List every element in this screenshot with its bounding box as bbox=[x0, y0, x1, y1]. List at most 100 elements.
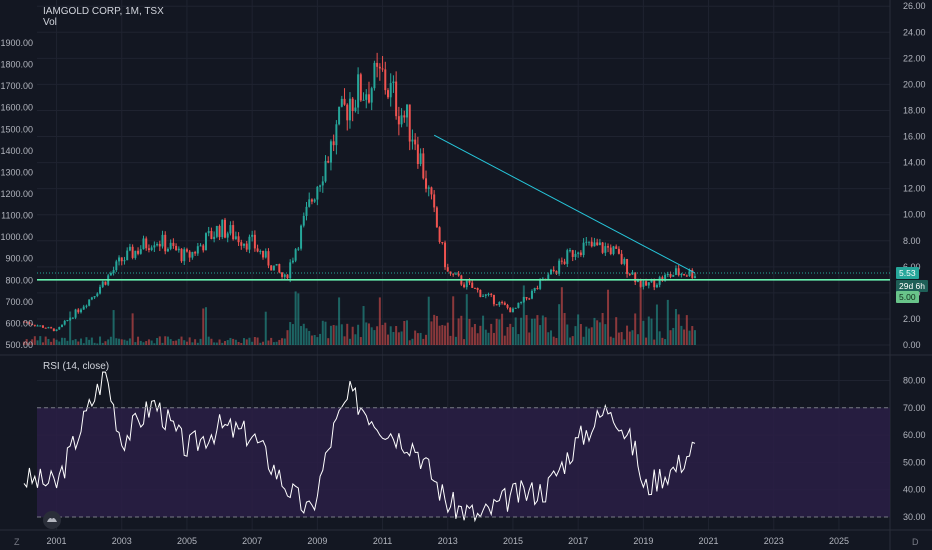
candle-body bbox=[517, 302, 520, 308]
candle-body bbox=[617, 248, 620, 254]
candle-body bbox=[457, 273, 460, 276]
volume-bar bbox=[232, 338, 235, 345]
volume-bar bbox=[85, 337, 88, 345]
volume-bar bbox=[286, 330, 289, 345]
volume-bar bbox=[666, 299, 669, 345]
volume-bar bbox=[365, 322, 368, 345]
candle-body bbox=[245, 243, 248, 250]
candle-body bbox=[213, 236, 216, 239]
volume-bar bbox=[31, 339, 34, 345]
volume-bar bbox=[373, 330, 376, 345]
volume-bar bbox=[560, 287, 563, 345]
candle-body bbox=[498, 302, 501, 306]
candle-body bbox=[449, 271, 452, 274]
volume-bar bbox=[221, 342, 224, 345]
volume-bar bbox=[321, 320, 324, 345]
volume-bar bbox=[579, 324, 582, 345]
candle-body bbox=[672, 274, 675, 277]
volume-bar bbox=[71, 340, 74, 345]
candle-body bbox=[674, 268, 677, 275]
zoom-settings-icon[interactable]: Z bbox=[14, 537, 20, 547]
candle-body bbox=[177, 248, 180, 251]
rsi-band-lines bbox=[37, 407, 890, 518]
tradingview-logo-icon[interactable] bbox=[43, 511, 61, 529]
left-tick-label: 1000.00 bbox=[0, 232, 33, 242]
symbol-legend[interactable]: IAMGOLD CORP, 1M, TSX bbox=[43, 6, 164, 17]
candle-body bbox=[370, 88, 373, 103]
candle-body bbox=[272, 265, 275, 271]
volume-bar bbox=[438, 325, 441, 345]
candle-body bbox=[310, 199, 313, 202]
candle-body bbox=[395, 81, 398, 117]
volume-bar bbox=[310, 335, 313, 345]
volume-bar bbox=[180, 336, 183, 345]
candle-body bbox=[126, 250, 129, 261]
left-tick-label: 800.00 bbox=[5, 275, 33, 285]
candle-body bbox=[378, 66, 381, 69]
volume-bar bbox=[492, 332, 495, 345]
volume-bar bbox=[153, 343, 156, 345]
left-tick-label: 1500.00 bbox=[0, 124, 33, 134]
volume-bars bbox=[22, 284, 696, 345]
candle-body bbox=[376, 62, 379, 67]
volume-bar bbox=[552, 336, 555, 345]
volume-bar bbox=[351, 326, 354, 345]
candle-body bbox=[669, 273, 672, 277]
time-axis[interactable]: 2001 2003 2005 2007 2009 2011 2013 2015 2017 2019… bbox=[47, 536, 849, 546]
volume-bar bbox=[384, 322, 387, 345]
volume-bar bbox=[471, 327, 474, 345]
candle-body bbox=[536, 288, 539, 290]
candle-body bbox=[302, 215, 305, 226]
candle-body bbox=[509, 307, 512, 313]
volume-bar bbox=[628, 331, 631, 345]
volume-bar bbox=[569, 337, 572, 345]
price-axis-right[interactable]: 26.00 24.00 22.00 20.00 18.00 16.00 14.00 12.00… bbox=[903, 1, 926, 350]
candle-body bbox=[191, 252, 194, 258]
volume-legend[interactable]: Vol bbox=[43, 17, 57, 28]
volume-bar bbox=[248, 337, 251, 345]
volume-bar bbox=[503, 335, 506, 345]
volume-bar bbox=[267, 340, 270, 345]
volume-bar bbox=[39, 336, 42, 345]
time-tick-label: 2019 bbox=[633, 536, 653, 546]
candle-body bbox=[196, 246, 199, 254]
volume-bar bbox=[329, 325, 332, 345]
candle-body bbox=[647, 282, 650, 286]
candle-body bbox=[66, 319, 69, 321]
rsi-legend[interactable]: RSI (14, close) bbox=[43, 361, 110, 372]
candle-body bbox=[267, 251, 270, 266]
volume-bar bbox=[36, 340, 39, 345]
candle-body bbox=[300, 225, 303, 249]
volume-bar bbox=[270, 337, 273, 345]
candle-body bbox=[259, 250, 262, 252]
candle-body bbox=[202, 245, 205, 251]
volume-bar bbox=[283, 338, 286, 345]
date-range-icon[interactable]: D bbox=[912, 537, 919, 547]
candle-body bbox=[199, 245, 202, 247]
volume-bar bbox=[490, 323, 493, 345]
volume-bar bbox=[571, 336, 574, 345]
candle-body bbox=[120, 257, 123, 262]
candle-body bbox=[226, 233, 229, 238]
volume-bar bbox=[435, 316, 438, 345]
volume-bar bbox=[150, 340, 153, 345]
time-tick-label: 2021 bbox=[699, 536, 719, 546]
volume-bar bbox=[386, 334, 389, 345]
candle-body bbox=[348, 98, 351, 121]
price-tick-label: 18.00 bbox=[903, 105, 926, 115]
candle-body bbox=[631, 272, 634, 275]
trend-line[interactable] bbox=[433, 134, 696, 274]
candle-body bbox=[343, 98, 346, 105]
candle-body bbox=[650, 279, 653, 283]
countdown-chip: 29d 6h bbox=[896, 280, 928, 292]
candle-body bbox=[183, 249, 186, 262]
volume-bar bbox=[44, 336, 47, 345]
rsi-tick-label: 70.00 bbox=[903, 403, 926, 413]
candle-body bbox=[411, 139, 414, 142]
rsi-axis[interactable]: 80.00 70.00 60.00 50.00 40.00 30.00 bbox=[903, 376, 926, 523]
volume-bar bbox=[340, 324, 343, 345]
volume-bar bbox=[639, 284, 642, 345]
candle-body bbox=[389, 83, 392, 98]
last-price-chip: 5.53 bbox=[896, 267, 919, 279]
